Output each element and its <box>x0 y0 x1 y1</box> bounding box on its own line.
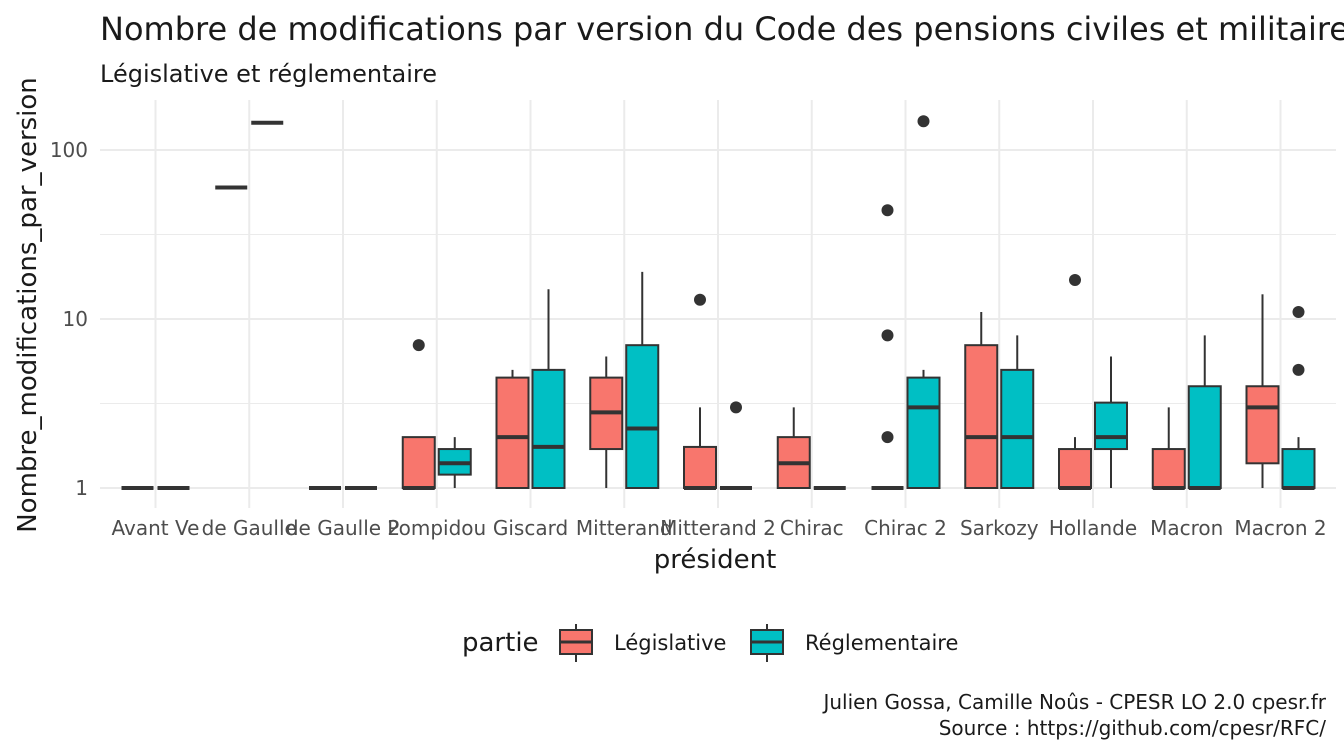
boxplot-legislative <box>401 339 436 490</box>
y-axis-title: Nombre_modifications_par_version <box>13 77 43 533</box>
chart-title: Nombre de modifications par version du C… <box>100 10 1344 48</box>
outlier-point <box>881 204 894 217</box>
legend-title: partie <box>462 628 539 658</box>
legend-label: Législative <box>614 631 726 655</box>
outlier-point <box>694 293 706 306</box>
boxplot-legislative <box>683 293 717 490</box>
outlier-point <box>1069 274 1081 287</box>
boxplot-legislative <box>495 369 530 489</box>
boxplot-reglementaire <box>625 271 660 489</box>
x-tick-label: de Gaulle <box>202 516 297 540</box>
y-tick-label: 100 <box>50 138 88 162</box>
y-tick-label: 1 <box>75 476 88 500</box>
box <box>1151 448 1186 490</box>
boxplot-legislative <box>1058 274 1092 490</box>
boxplot-reglementaire <box>1281 306 1316 490</box>
box <box>906 376 941 489</box>
x-tick-label: Chirac <box>780 516 844 540</box>
outlier-point <box>1292 363 1305 376</box>
boxplot-reglementaire <box>1187 335 1222 490</box>
chart-subtitle: Législative et réglementaire <box>100 60 437 88</box>
x-tick-label: de Gaulle 2 <box>286 516 400 540</box>
box <box>1187 385 1222 489</box>
outlier-point <box>881 329 894 342</box>
x-tick-label: Avant Ve <box>112 516 200 540</box>
x-tick-label: Mitterand 2 <box>660 516 776 540</box>
boxplot-legislative <box>871 204 904 490</box>
box <box>1058 448 1092 490</box>
boxplot-reglementaire <box>437 437 472 488</box>
x-tick-label: Hollande <box>1049 516 1137 540</box>
y-axis-ticks: 1 10 100 <box>50 138 88 500</box>
box <box>495 376 530 489</box>
boxplot-legislative <box>964 312 999 489</box>
boxplot-reglementaire <box>720 401 752 490</box>
box <box>683 445 717 490</box>
box <box>531 368 566 489</box>
boxplot-legislative <box>589 356 624 488</box>
x-tick-label: Giscard <box>493 516 568 540</box>
boxplot-legislative <box>776 407 811 489</box>
x-tick-label: Macron 2 <box>1234 516 1326 540</box>
x-tick-label: Sarkozy <box>960 516 1039 540</box>
box <box>1094 401 1128 451</box>
legend-key-legislative <box>559 624 593 662</box>
x-tick-label: Pompidou <box>387 516 486 540</box>
box <box>401 436 436 489</box>
boxplots <box>121 115 1316 490</box>
x-tick-label: Macron <box>1150 516 1223 540</box>
boxplot-legislative <box>1151 407 1186 490</box>
box <box>964 344 999 489</box>
boxplot-reglementaire <box>1000 335 1035 489</box>
boxplot-legislative <box>1245 294 1280 488</box>
outlier-point <box>881 431 894 444</box>
x-tick-label: Mitterand <box>576 516 673 540</box>
y-tick-label: 10 <box>63 307 88 331</box>
box <box>1000 368 1035 489</box>
box <box>625 344 660 489</box>
legend: partie Législative Réglementaire <box>462 624 958 662</box>
x-axis-title: président <box>654 545 777 575</box>
legend-key-reglementaire <box>750 624 784 662</box>
outlier-point <box>412 339 425 352</box>
outlier-point <box>1292 306 1305 319</box>
box <box>1281 448 1316 490</box>
boxplot-reglementaire <box>531 289 566 489</box>
caption-source: Source : https://github.com/cpesr/RFC/ <box>939 716 1327 740</box>
outlier-point <box>730 401 742 414</box>
caption-credit: Julien Gossa, Camille Noûs - CPESR LO 2.… <box>821 690 1326 714</box>
boxplot-reglementaire <box>1094 356 1128 488</box>
boxplot-reglementaire <box>906 115 941 489</box>
outlier-point <box>917 115 930 128</box>
grid <box>100 100 1336 508</box>
legend-label: Réglementaire <box>805 631 958 655</box>
x-tick-label: Chirac 2 <box>864 516 947 540</box>
box <box>1245 385 1280 465</box>
